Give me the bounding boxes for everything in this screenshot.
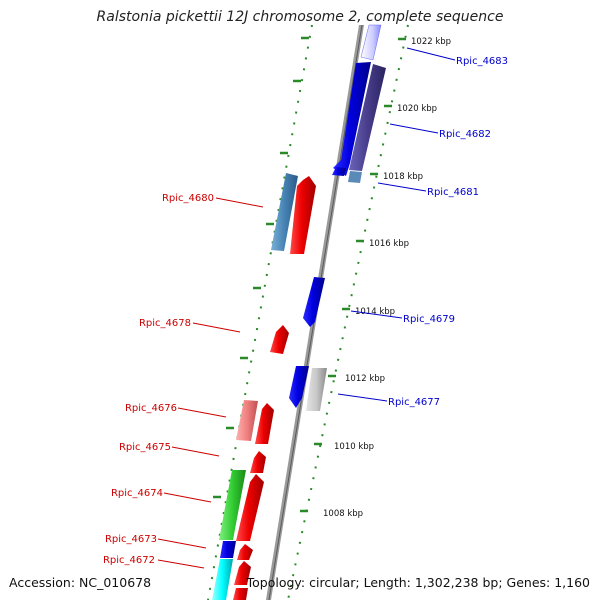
gene-label: Rpic_4681: [427, 187, 479, 198]
gene-rpic-4677: [306, 368, 327, 411]
gene-rpic-4680-steel: [271, 173, 298, 251]
tick-label: 1012 kbp: [345, 374, 385, 384]
inner-tick-ring: [207, 24, 313, 600]
gene-rpic-4682-small: [332, 167, 346, 176]
gene-rpic-4683: [360, 24, 382, 61]
tick-label: 1022 kbp: [411, 37, 451, 47]
tick-label: 1018 kbp: [383, 172, 423, 182]
gene-rpic-4675: [250, 451, 266, 473]
gene-rpic-4672: [234, 561, 251, 585]
tick-label: 1014 kbp: [355, 307, 395, 317]
tick-label: 1010 kbp: [334, 442, 374, 452]
gene-rpic-4673-blue: [220, 541, 236, 558]
gene-rpic-4677-blue: [289, 366, 309, 408]
tick-labels: 1022 kbp 1020 kbp 1018 kbp 1016 kbp 1014…: [323, 37, 451, 519]
gene-rpic-4676: [255, 403, 274, 444]
gene-label: Rpic_4676: [125, 403, 177, 414]
reverse-gene-labels: Rpic_4683 Rpic_4682 Rpic_4681 Rpic_4679 …: [388, 56, 508, 408]
tick-label: 1008 kbp: [323, 509, 363, 519]
forward-strand-genes: [212, 173, 316, 600]
gene-rpic-4672-cyan: [212, 559, 233, 600]
reverse-strand-genes: [289, 24, 386, 411]
reverse-label-leaders: [337, 47, 456, 402]
accession-text: Accession: NC_010678: [9, 575, 152, 590]
topology-text: Topology: circular; Length: 1,302,238 bp…: [246, 575, 590, 590]
gene-rpic-4673: [237, 544, 253, 560]
gene-rpic-4681-tail: [348, 171, 362, 183]
gene-label: Rpic_4683: [456, 56, 508, 67]
gene-rpic-4679: [303, 277, 325, 327]
forward-label-leaders: [157, 197, 264, 569]
gene-rpic-4681: [349, 64, 386, 171]
gene-label: Rpic_4680: [162, 193, 214, 204]
gene-rpic-4682: [333, 62, 371, 176]
gene-label: Rpic_4675: [119, 442, 171, 453]
gene-rpic-4674: [236, 474, 264, 541]
gene-rpic-4676-pink: [236, 400, 258, 441]
major-ticks: [213, 36, 406, 513]
forward-gene-labels: Rpic_4680 Rpic_4678 Rpic_4676 Rpic_4675 …: [103, 193, 214, 566]
gene-label: Rpic_4678: [139, 318, 191, 329]
gene-label: Rpic_4677: [388, 397, 440, 408]
tick-label: 1020 kbp: [397, 104, 437, 114]
gene-rpic-4680: [290, 176, 316, 254]
tick-label: 1016 kbp: [369, 239, 409, 249]
gene-rpic-4678: [270, 325, 289, 354]
gene-label: Rpic_4679: [403, 314, 455, 325]
gene-rpic-4674-green: [219, 470, 246, 540]
gene-label: Rpic_4682: [439, 129, 491, 140]
gene-label: Rpic_4674: [111, 488, 163, 499]
gene-label: Rpic_4672: [103, 555, 155, 566]
map-title: Ralstonia pickettii 12J chromosome 2, co…: [96, 9, 504, 25]
gene-label: Rpic_4673: [105, 534, 157, 545]
gene-rpic-4672-tail: [233, 588, 248, 600]
